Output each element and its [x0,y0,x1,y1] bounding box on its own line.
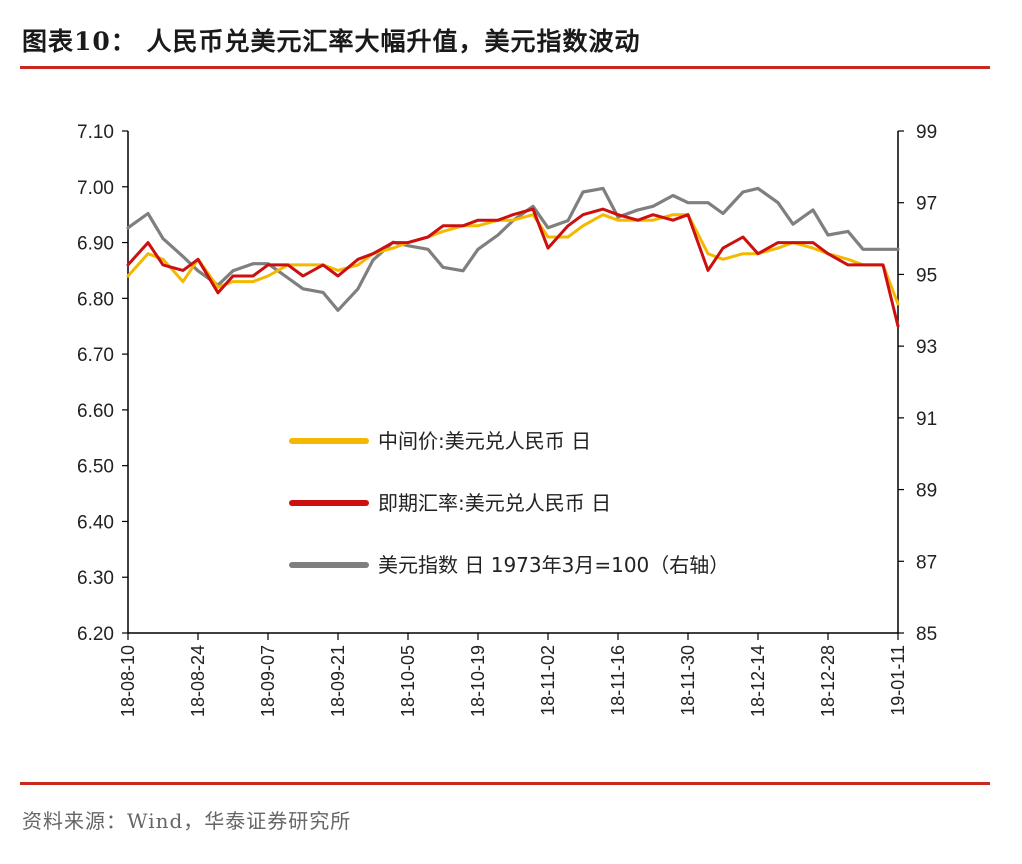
right-tick-label: 95 [916,265,937,286]
x-tick-label: 18-12-28 [818,645,838,717]
bottom-divider [20,782,990,785]
left-tick-label: 6.90 [77,234,114,255]
x-tick-label: 18-10-05 [398,645,418,717]
right-tick-label: 85 [916,624,937,645]
chart-series [126,186,900,328]
chart-axes: 6.20 6.30 6.40 6.50 6.60 6.70 6.80 6.90 7.00 7.10… [77,122,937,717]
x-tick-label: 19-01-11 [888,645,908,716]
left-tick-label: 6.40 [77,512,114,533]
x-tick-label: 18-09-21 [328,645,348,717]
x-tick-label: 18-09-07 [258,645,278,717]
right-tick-label: 87 [916,552,937,573]
legend-label-usd: 美元指数 日 1973年3月=100（右轴） [378,553,729,577]
left-tick-label: 7.00 [77,178,114,199]
left-tick-label: 7.10 [77,122,114,143]
source-note: 资料来源：Wind，华泰证券研究所 [22,809,352,833]
right-tick-label: 99 [916,122,937,143]
x-tick-label: 18-10-19 [468,645,488,717]
left-tick-label: 6.70 [77,345,114,366]
legend-label-spot: 即期汇率:美元兑人民币 日 [378,491,611,515]
x-tick-label: 18-12-14 [748,645,768,717]
series-line-mid [126,213,900,306]
page-title: 图表10： 人民币兑美元汇率大幅升值，美元指数波动 [22,27,641,56]
x-tick-label: 18-11-16 [608,645,628,716]
right-tick-label: 97 [916,194,937,215]
right-tick-label: 89 [916,481,937,502]
left-tick-label: 6.30 [77,568,114,589]
right-tick-label: 91 [916,409,937,430]
top-divider [20,66,990,69]
left-tick-label: 6.20 [77,624,114,645]
left-tick-label: 6.80 [77,289,114,310]
x-tick-label: 18-08-24 [188,645,208,717]
left-tick-label: 6.60 [77,401,114,422]
x-tick-label: 18-11-02 [538,645,558,716]
x-tick-label: 18-11-30 [678,645,698,716]
x-tick-label: 18-08-10 [118,645,138,717]
legend-label-mid: 中间价:美元兑人民币 日 [378,429,591,453]
left-tick-label: 6.50 [77,457,114,478]
series-line-usd [126,186,900,312]
right-tick-label: 93 [916,337,937,358]
